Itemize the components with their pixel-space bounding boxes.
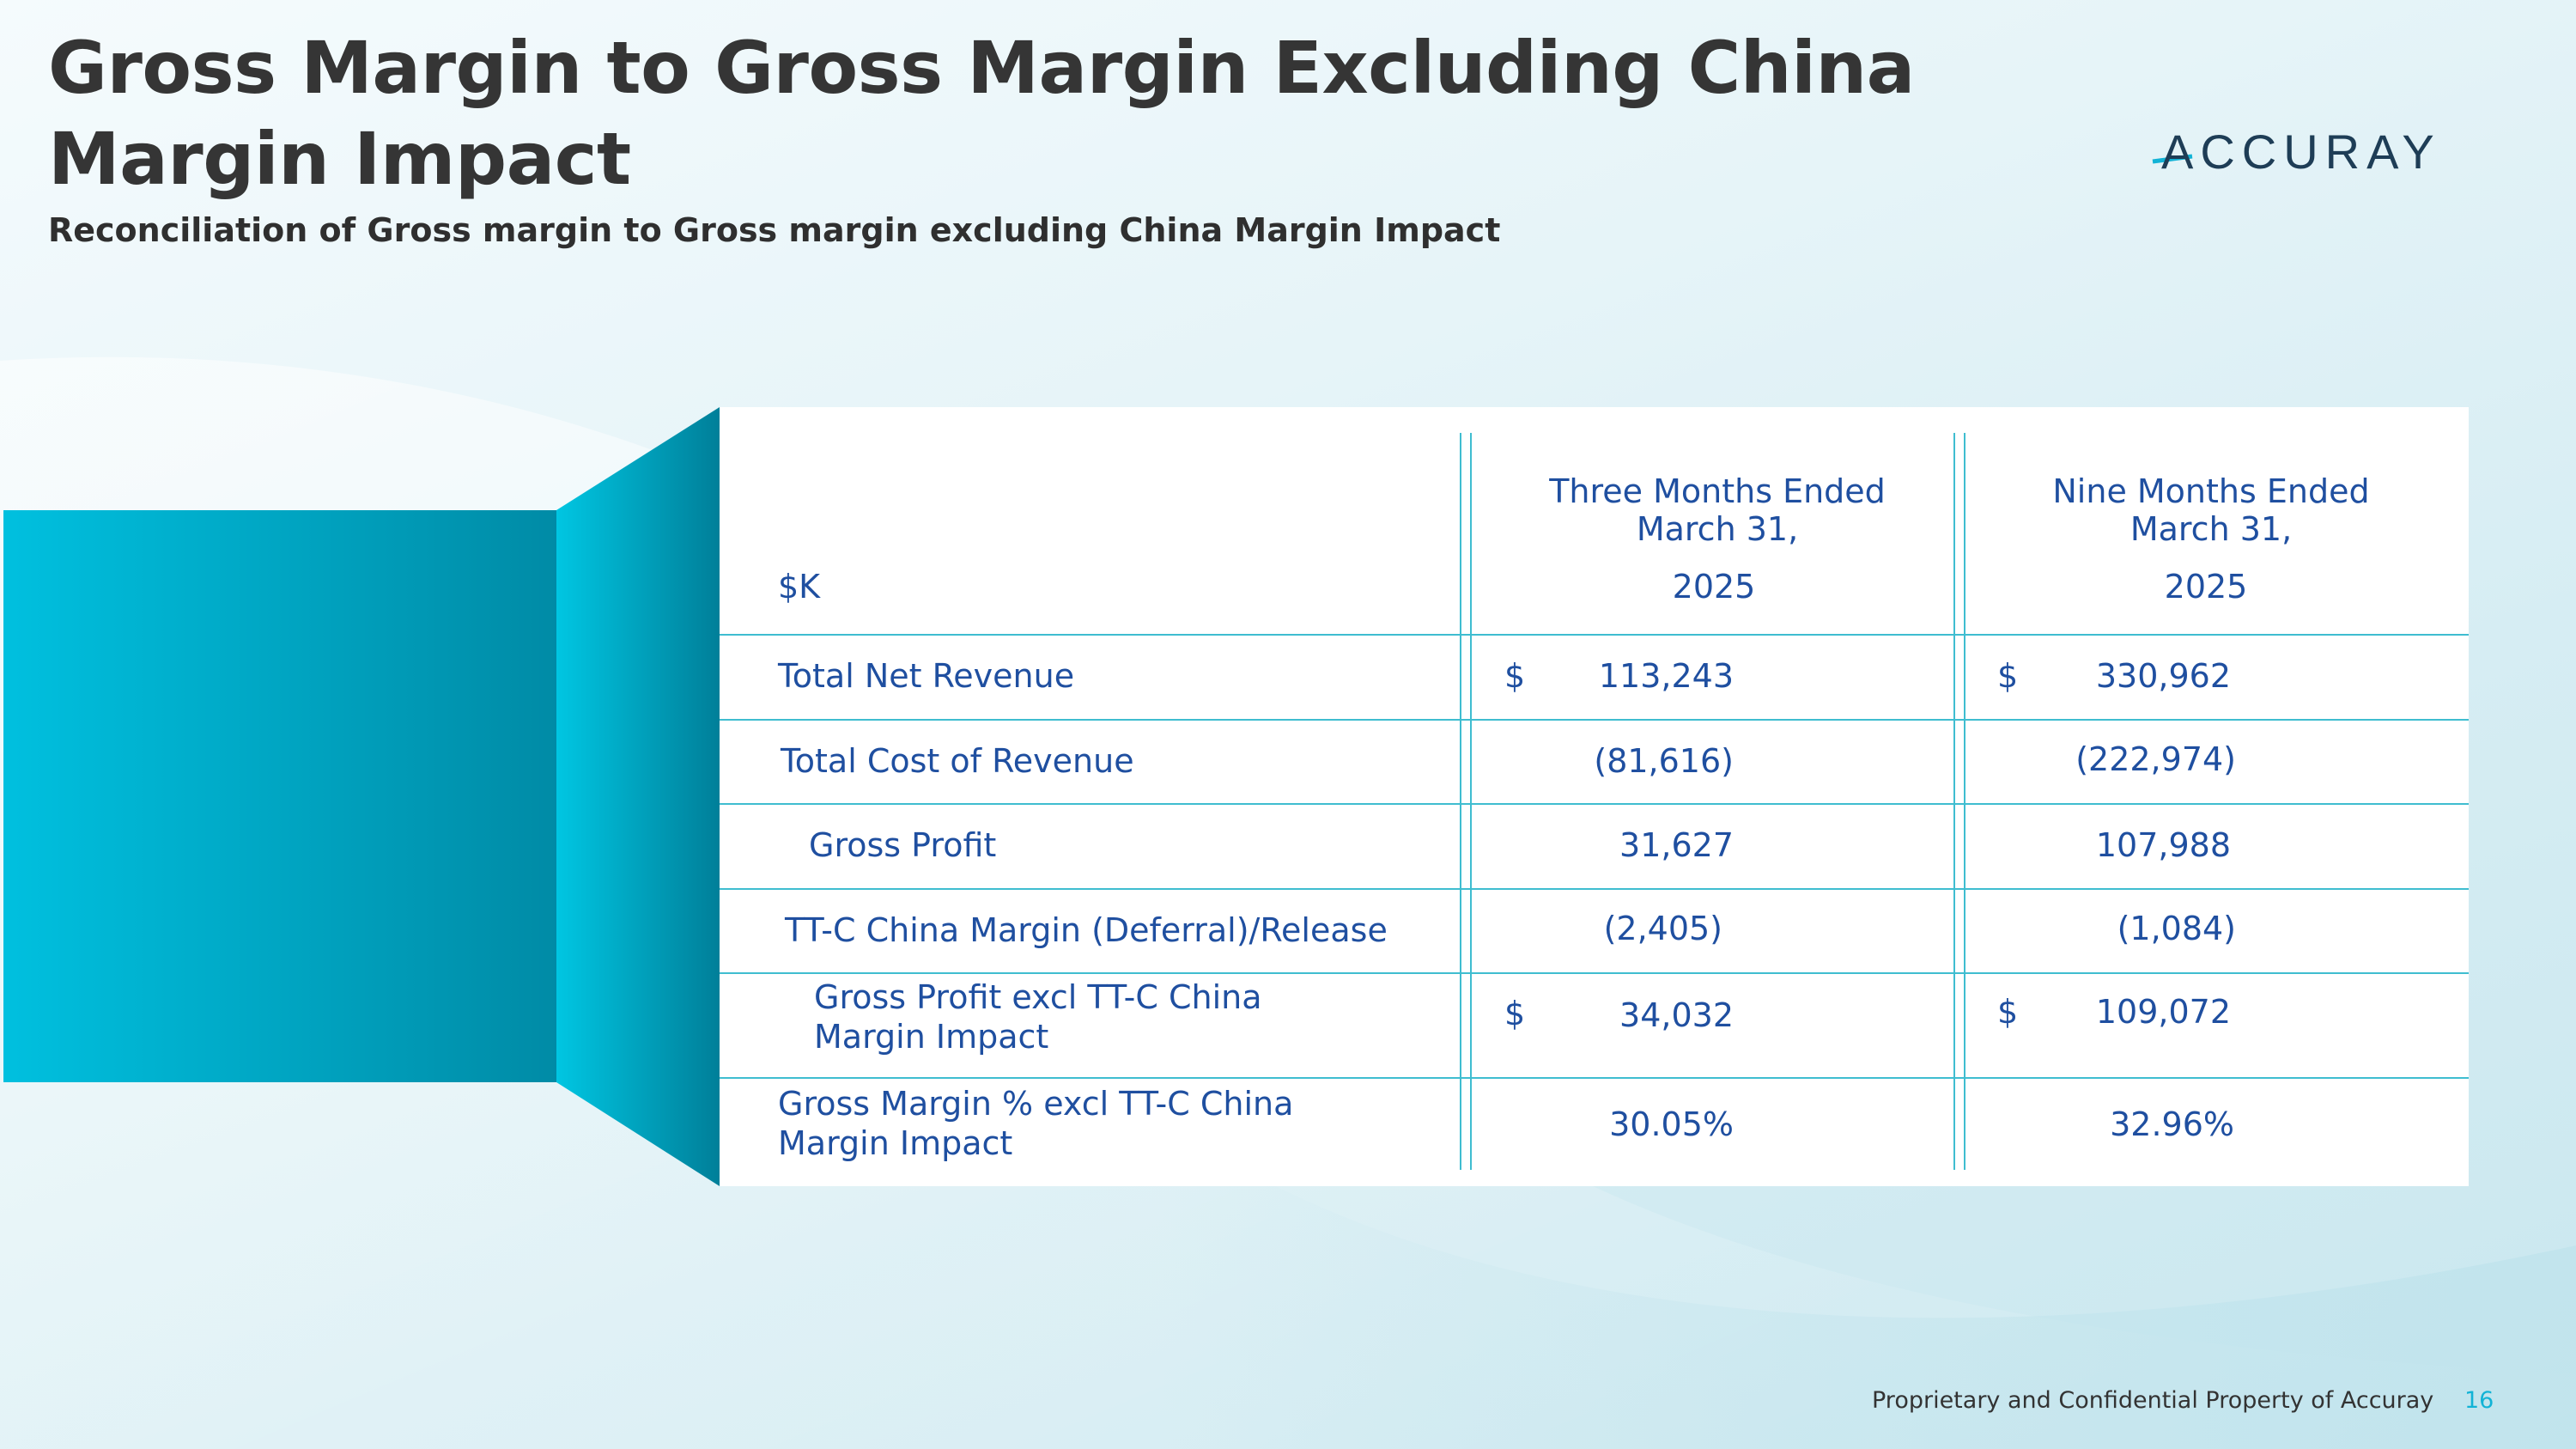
- slide-title: Gross Margin to Gross Margin Excluding C…: [48, 22, 1937, 204]
- logo-wordmark: ACCURAY: [2161, 125, 2441, 179]
- row-label: Total Net Revenue: [778, 657, 1075, 695]
- value-three-months: (81,616): [1594, 742, 1734, 780]
- currency-symbol: $: [1997, 993, 2019, 1031]
- currency-symbol: $: [1504, 657, 1526, 695]
- col2-header-line1: Nine Months Ended: [2052, 472, 2370, 510]
- value-nine-months: 32.96%: [2110, 1105, 2234, 1143]
- value-nine-months: 107,988: [2095, 826, 2231, 864]
- row-label: Total Cost of Revenue: [781, 742, 1134, 780]
- value-three-months: 113,243: [1598, 657, 1734, 695]
- col1-year: 2025: [1672, 568, 1756, 606]
- row-label-line1: Gross Profit excl TT-C China: [814, 978, 1262, 1016]
- col2-header-line2: March 31,: [2129, 510, 2293, 548]
- slide-subtitle: Reconciliation of Gross margin to Gross …: [48, 211, 1501, 249]
- row-divider: [720, 719, 2469, 721]
- value-nine-months: (222,974): [2075, 740, 2236, 778]
- reconciliation-table: $K Three Months Ended March 31, 2025 Nin…: [720, 407, 2469, 1186]
- row-divider: [720, 634, 2469, 636]
- title-line-2: Margin Impact: [48, 117, 631, 201]
- column-divider: [1460, 433, 1461, 1170]
- value-nine-months: 109,072: [2095, 993, 2231, 1031]
- row-divider: [720, 888, 2469, 890]
- footer-text: Proprietary and Confidential Property of…: [1872, 1387, 2434, 1414]
- value-nine-months: 330,962: [2095, 657, 2231, 695]
- title-line-1: Gross Margin to Gross Margin Excluding C…: [48, 26, 1915, 110]
- col2-year: 2025: [2164, 568, 2248, 606]
- col1-header-line2: March 31,: [1636, 510, 1799, 548]
- row-divider: [720, 1077, 2469, 1079]
- row-divider: [720, 803, 2469, 805]
- currency-symbol: $: [1997, 657, 2019, 695]
- value-three-months: 34,032: [1619, 996, 1734, 1034]
- accuray-logo: ACCURAY: [2151, 122, 2460, 182]
- value-nine-months: (1,084): [2117, 910, 2236, 947]
- page-number: 16: [2464, 1387, 2494, 1414]
- value-three-months: 30.05%: [1609, 1105, 1734, 1143]
- row-label: TT-C China Margin (Deferral)/Release: [785, 911, 1388, 949]
- logo-swoosh-icon: [2152, 154, 2193, 164]
- column-divider: [1470, 433, 1472, 1170]
- row-label: Gross Profit: [809, 826, 997, 864]
- value-three-months: 31,627: [1619, 826, 1734, 864]
- row-divider: [720, 972, 2469, 974]
- row-label-line1: Gross Margin % excl TT-C China: [778, 1085, 1294, 1123]
- currency-symbol: $: [1504, 995, 1526, 1032]
- row-label-line2: Margin Impact: [814, 1018, 1049, 1056]
- value-three-months: (2,405): [1603, 910, 1722, 947]
- unit-label: $K: [778, 568, 821, 606]
- row-label-line2: Margin Impact: [778, 1124, 1013, 1162]
- col1-header-line1: Three Months Ended: [1549, 472, 1886, 510]
- column-divider: [1953, 433, 1955, 1170]
- column-divider: [1964, 433, 1965, 1170]
